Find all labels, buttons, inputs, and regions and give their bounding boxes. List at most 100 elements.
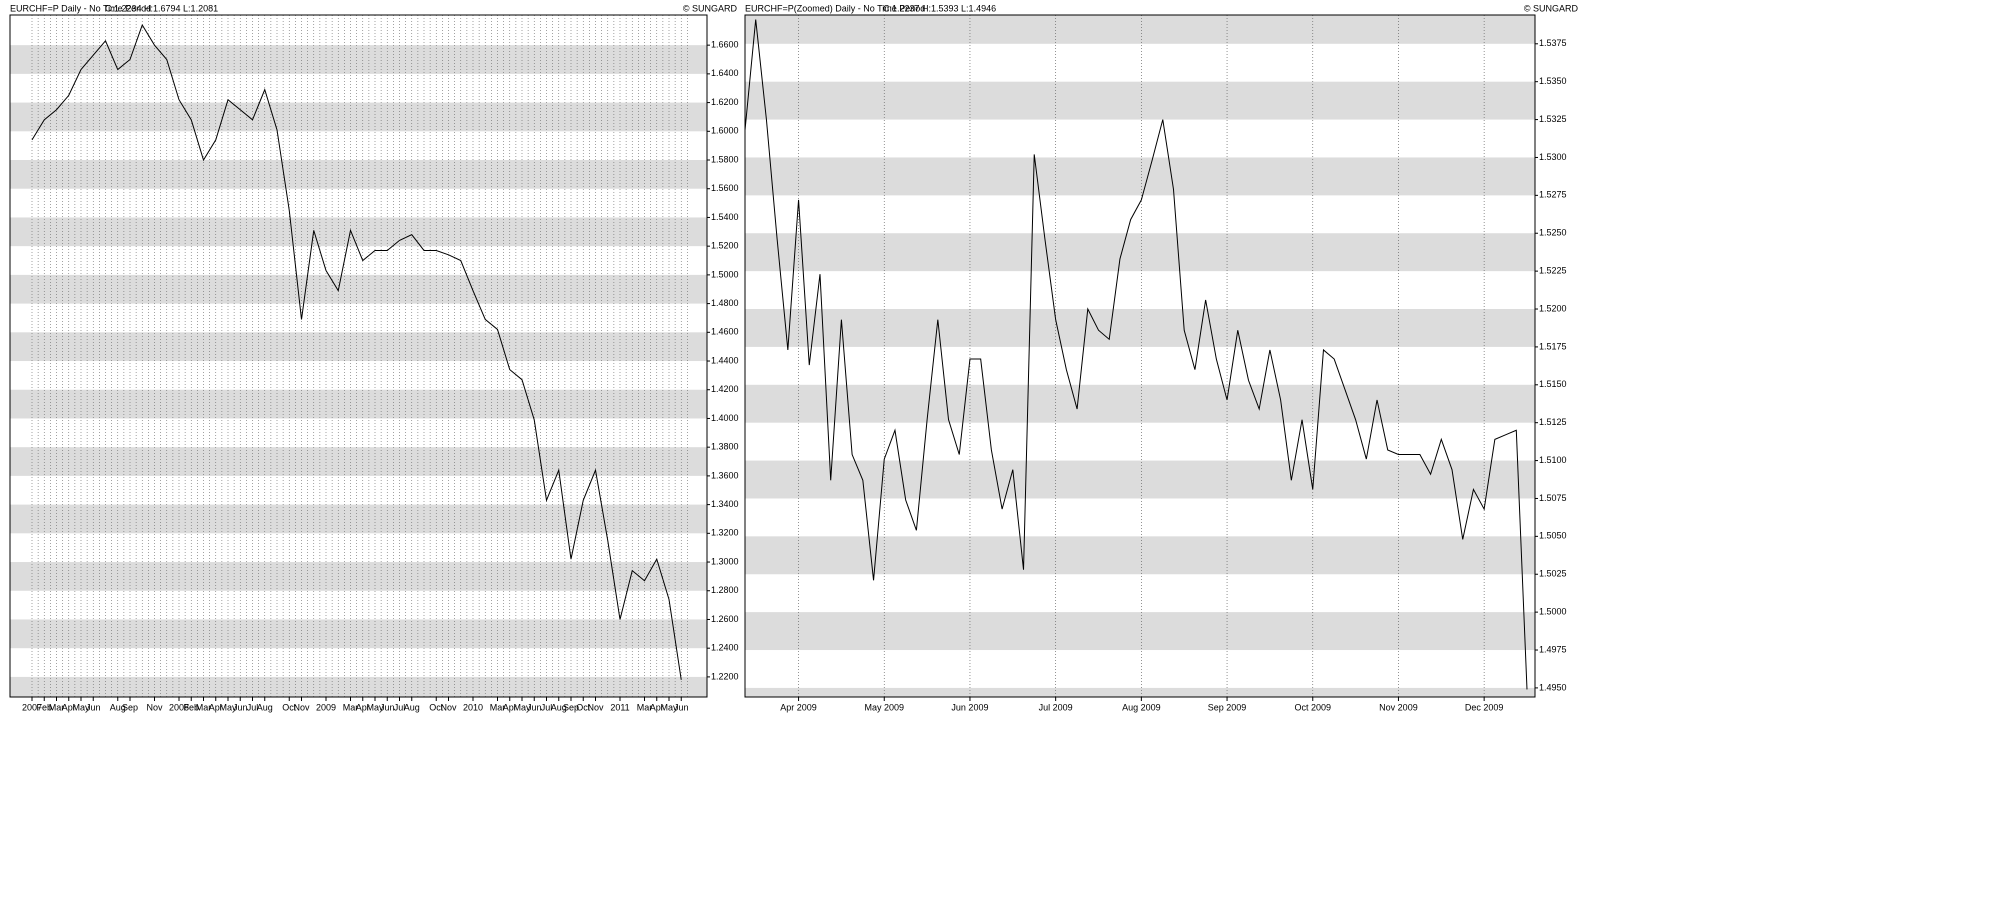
x-tick-label: Nov (293, 702, 310, 712)
y-tick-label: 1.3600 (711, 470, 739, 480)
x-tick-label: Feb (183, 702, 199, 712)
x-tick-label: Jun (380, 702, 395, 712)
x-tick-label: Jul 2009 (1039, 702, 1073, 712)
y-tick-label: 1.5800 (711, 154, 739, 164)
y-tick-label: 1.5200 (1539, 303, 1567, 313)
plot-frame (9, 14, 708, 698)
grid-band (10, 676, 707, 697)
chart-subtitle: C:1.2234 H:1.6794 L:1.2081 (105, 3, 218, 13)
x-tick-label: Mar (196, 702, 212, 712)
x-tick-label: 2011 (610, 702, 629, 712)
y-tick-label: 1.4400 (711, 355, 739, 365)
x-tick-label: 2008 (169, 702, 189, 712)
x-tick-label: Oct (576, 702, 591, 712)
y-tick-label: 1.5050 (1539, 531, 1567, 541)
y-tick-label: 1.5150 (1539, 379, 1567, 389)
grid-band (745, 536, 1535, 575)
x-tick-label: Jun (86, 702, 101, 712)
y-tick-label: 1.2400 (711, 643, 739, 653)
source-label: © SUNGARD (1524, 3, 1579, 13)
x-tick-label: Oct (429, 702, 444, 712)
chart-title: EURCHF=P Daily - No Time Period (10, 3, 151, 13)
x-tick-label: Apr (62, 702, 76, 712)
x-tick-label: Oct (282, 702, 297, 712)
y-tick-label: 1.2600 (711, 614, 739, 624)
y-tick-label: 1.5200 (711, 241, 739, 251)
y-tick-label: 1.2200 (711, 671, 739, 681)
x-tick-label: Sep 2009 (1208, 702, 1247, 712)
y-tick-label: 1.5000 (711, 269, 739, 279)
y-tick-label: 1.3000 (711, 556, 739, 566)
grid-band (745, 15, 1535, 44)
x-tick-label: Aug (404, 702, 420, 712)
y-tick-label: 1.3200 (711, 528, 739, 538)
y-tick-label: 1.6600 (711, 40, 739, 50)
x-tick-label: 2010 (463, 702, 483, 712)
x-tick-label: Aug 2009 (1122, 702, 1161, 712)
x-tick-label: Apr (209, 702, 223, 712)
x-tick-label: Apr (356, 702, 370, 712)
x-tick-label: Nov (587, 702, 604, 712)
x-tick-label: Sep (563, 702, 579, 712)
y-tick-label: 1.3800 (711, 442, 739, 452)
x-tick-label: Mar (49, 702, 65, 712)
y-tick-label: 1.5300 (1539, 152, 1567, 162)
y-tick-label: 1.4950 (1539, 682, 1567, 692)
x-tick-label: Aug (551, 702, 567, 712)
grid-band (10, 45, 707, 74)
y-tick-label: 1.5250 (1539, 228, 1567, 238)
x-tick-label: Aug (110, 702, 126, 712)
grid-band (745, 233, 1535, 272)
x-tick-label: May (366, 702, 384, 712)
grid-band (10, 619, 707, 649)
x-tick-label: Mar (637, 702, 653, 712)
grid-band (745, 384, 1535, 423)
y-tick-label: 1.5400 (711, 212, 739, 222)
x-tick-label: 2007 (22, 702, 42, 712)
x-tick-label: Oct 2009 (1294, 702, 1331, 712)
y-tick-label: 1.5375 (1539, 38, 1567, 48)
x-tick-label: May (219, 702, 237, 712)
x-tick-label: Apr (650, 702, 664, 712)
chart-title: EURCHF=P(Zoomed) Daily - No Time Period (745, 3, 925, 13)
x-tick-label: Dec 2009 (1465, 702, 1504, 712)
y-tick-label: 1.4000 (711, 413, 739, 423)
x-tick-label: Jul (247, 702, 259, 712)
chart-subtitle: C:1.2237 H:1.5393 L:1.4946 (883, 3, 996, 13)
y-tick-label: 1.6400 (711, 68, 739, 78)
y-tick-label: 1.4600 (711, 327, 739, 337)
y-tick-label: 1.2800 (711, 585, 739, 595)
x-tick-label: Feb (36, 702, 52, 712)
y-tick-label: 1.5000 (1539, 607, 1567, 617)
grid-band (745, 612, 1535, 651)
x-tick-label: Aug (257, 702, 273, 712)
y-tick-label: 1.6200 (711, 97, 739, 107)
price-line (31, 23, 682, 680)
x-tick-label: Jun 2009 (951, 702, 988, 712)
grid-band (745, 157, 1535, 196)
x-tick-label: Apr 2009 (780, 702, 817, 712)
y-tick-label: 1.4200 (711, 384, 739, 394)
y-tick-label: 1.5325 (1539, 114, 1567, 124)
y-tick-label: 1.5350 (1539, 76, 1567, 86)
grid-band (745, 309, 1535, 347)
grid-band (745, 687, 1535, 697)
y-tick-label: 1.3400 (711, 499, 739, 509)
x-tick-label: Jul (394, 702, 406, 712)
y-tick-label: 1.5225 (1539, 266, 1567, 276)
x-tick-label: May (513, 702, 531, 712)
y-tick-label: 1.5175 (1539, 341, 1567, 351)
grid-band (10, 102, 707, 132)
x-tick-label: Jun (674, 702, 689, 712)
x-tick-label: Apr (503, 702, 517, 712)
y-tick-label: 1.5275 (1539, 190, 1567, 200)
y-tick-label: 1.5125 (1539, 417, 1567, 427)
grid-band (10, 160, 707, 189)
x-tick-label: Mar (490, 702, 506, 712)
y-tick-label: 1.4800 (711, 298, 739, 308)
y-tick-label: 1.6000 (711, 126, 739, 136)
y-tick-label: 1.5025 (1539, 569, 1567, 579)
grid-band (10, 274, 707, 304)
x-tick-label: 2009 (316, 702, 336, 712)
